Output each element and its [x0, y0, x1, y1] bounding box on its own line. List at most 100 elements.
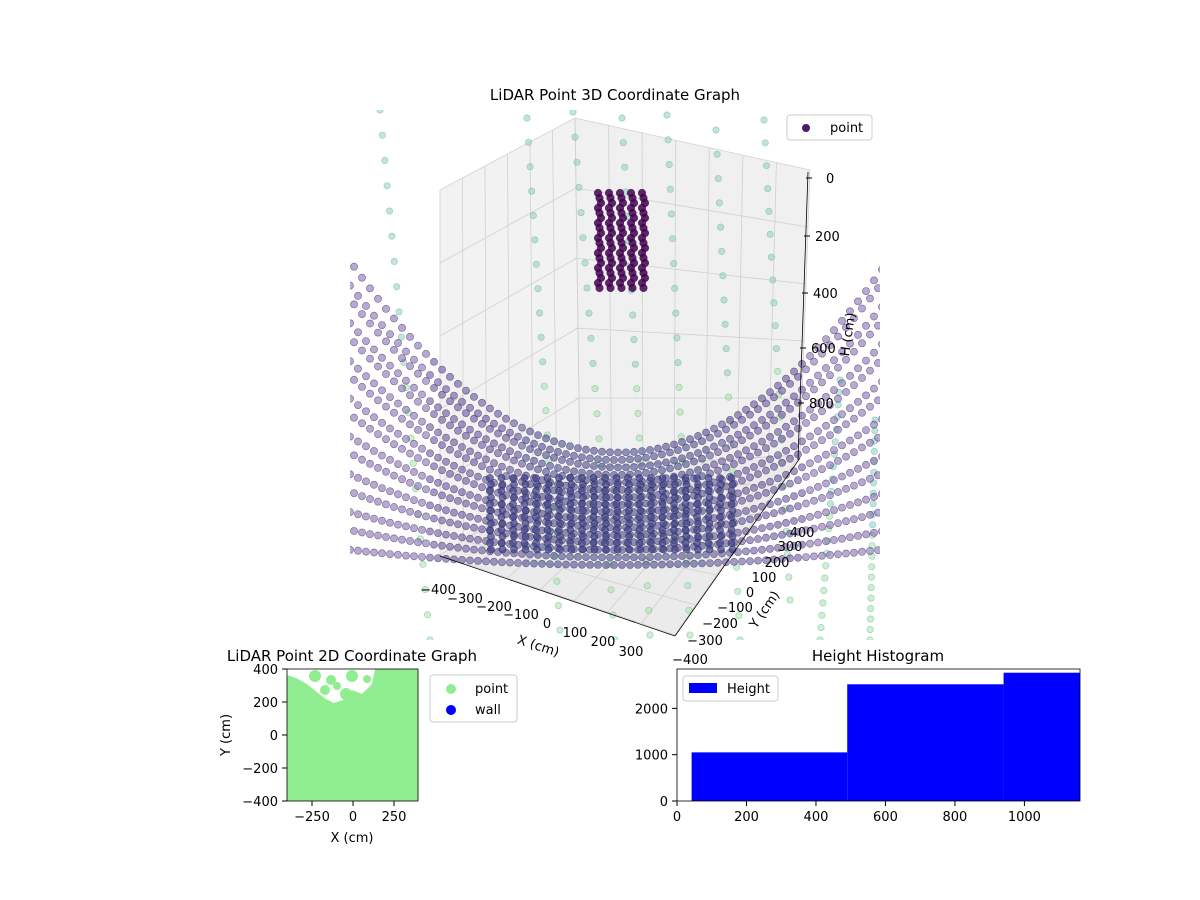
point [458, 443, 466, 451]
point [658, 539, 667, 547]
point [526, 462, 534, 471]
point [320, 685, 330, 695]
point [822, 450, 830, 459]
point [591, 385, 599, 393]
point [486, 513, 494, 521]
point [625, 506, 633, 515]
point [418, 363, 426, 372]
point [624, 539, 632, 547]
point [487, 493, 495, 502]
point [590, 545, 599, 554]
point [624, 526, 632, 534]
point [786, 429, 794, 438]
point [867, 573, 875, 581]
point [462, 454, 470, 463]
point [782, 374, 790, 383]
point [826, 491, 834, 499]
point [543, 474, 552, 482]
point [746, 431, 754, 440]
svg-text:300: 300 [619, 645, 644, 660]
point [506, 465, 514, 474]
point [682, 560, 690, 568]
point [542, 407, 550, 415]
point [470, 545, 478, 554]
point [394, 369, 402, 378]
point [834, 394, 842, 403]
point [602, 506, 610, 515]
point [814, 371, 822, 380]
point [594, 561, 602, 569]
point [555, 487, 563, 495]
point [589, 359, 597, 367]
point [438, 415, 446, 424]
legend-label-height: Height [727, 682, 770, 697]
point [846, 339, 854, 348]
point [694, 480, 702, 489]
point [470, 414, 478, 423]
point [497, 474, 506, 482]
point [386, 330, 394, 339]
point [613, 493, 622, 502]
point [498, 493, 507, 502]
point [518, 459, 526, 468]
point [426, 397, 434, 405]
point [390, 503, 398, 511]
point [490, 557, 498, 566]
point [705, 532, 714, 541]
point [450, 532, 458, 540]
point [867, 584, 875, 592]
point [846, 468, 854, 477]
point [826, 461, 834, 469]
point [532, 500, 540, 508]
point [378, 131, 386, 139]
point [543, 513, 552, 521]
point [434, 554, 442, 563]
point [534, 431, 542, 439]
point [648, 480, 656, 489]
point [710, 442, 718, 451]
point [601, 474, 609, 482]
point [558, 439, 566, 448]
point [854, 498, 862, 507]
x-tick: 0 [543, 617, 551, 632]
point [426, 636, 434, 640]
point [498, 519, 507, 528]
plot-2d: LiDAR Point 2D Coordinate Graph 400 200 … [219, 647, 518, 846]
point [598, 462, 606, 471]
point [494, 429, 502, 438]
point [658, 513, 667, 521]
point [386, 393, 394, 401]
point [521, 519, 530, 528]
point [694, 519, 702, 528]
point [734, 411, 742, 419]
point [450, 415, 458, 423]
point [878, 415, 880, 423]
plot-2d-points [287, 669, 418, 801]
point [442, 457, 450, 466]
point [674, 560, 682, 568]
svg-text:−100: −100 [503, 608, 539, 623]
point [486, 539, 494, 547]
point [624, 500, 632, 508]
point [671, 506, 679, 515]
point [385, 207, 393, 215]
point [410, 355, 418, 364]
point [850, 414, 858, 423]
point [702, 428, 710, 437]
point [735, 612, 743, 620]
svg-text:0: 0 [673, 810, 681, 825]
point [686, 435, 694, 444]
point [693, 500, 701, 508]
point [421, 585, 429, 593]
point [625, 545, 633, 554]
point [498, 558, 506, 567]
point [770, 462, 778, 471]
point [497, 487, 506, 495]
point [690, 559, 698, 568]
point [430, 436, 438, 445]
point [470, 458, 478, 467]
point [742, 446, 750, 455]
point [628, 283, 637, 293]
point [727, 526, 736, 534]
point [529, 212, 537, 220]
